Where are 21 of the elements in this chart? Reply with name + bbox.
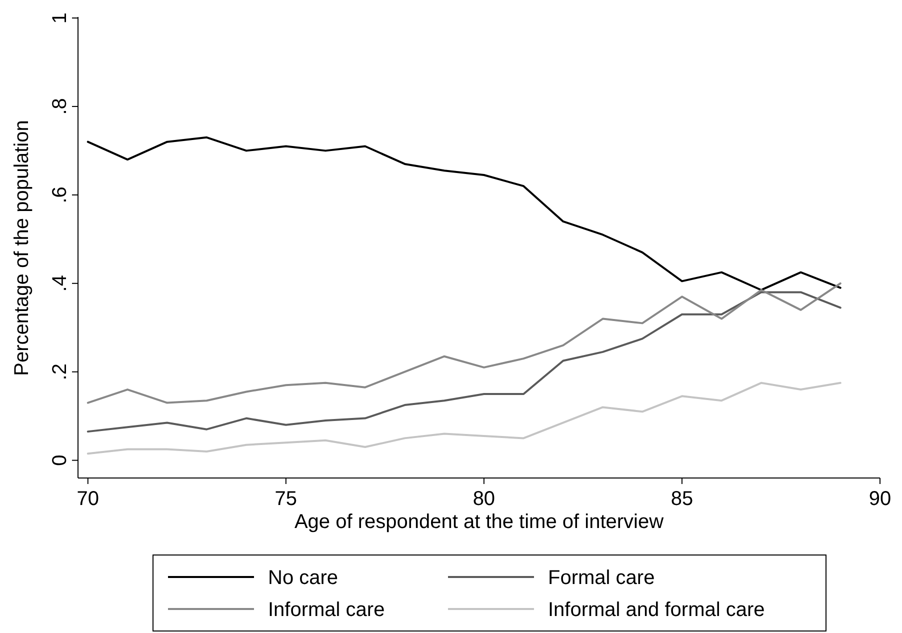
- legend-label: Formal care: [548, 567, 655, 589]
- x-axis-title: Age of respondent at the time of interview: [294, 511, 664, 533]
- y-tick-label: 1: [49, 12, 71, 24]
- y-tick-label: .2: [49, 364, 71, 380]
- y-tick-label: .6: [49, 186, 71, 204]
- y-tick-label: 0: [49, 454, 71, 466]
- x-tick-label: 80: [472, 488, 496, 510]
- legend-label: No care: [268, 567, 338, 589]
- x-tick-label: 90: [868, 488, 892, 510]
- legend-label: Informal and formal care: [548, 599, 765, 621]
- legend-label: Informal care: [268, 599, 385, 621]
- x-tick-label: 70: [76, 488, 100, 510]
- y-tick-label: .8: [49, 98, 71, 115]
- line-series: [86, 136, 842, 292]
- y-axis-title: Percentage of the population: [11, 120, 33, 376]
- x-tick-label: 85: [670, 488, 694, 510]
- x-tick-label: 75: [274, 488, 298, 510]
- y-tick-label: .4: [49, 275, 71, 292]
- line-series: [86, 291, 842, 433]
- line-series: [86, 382, 842, 455]
- line-series: [86, 282, 842, 404]
